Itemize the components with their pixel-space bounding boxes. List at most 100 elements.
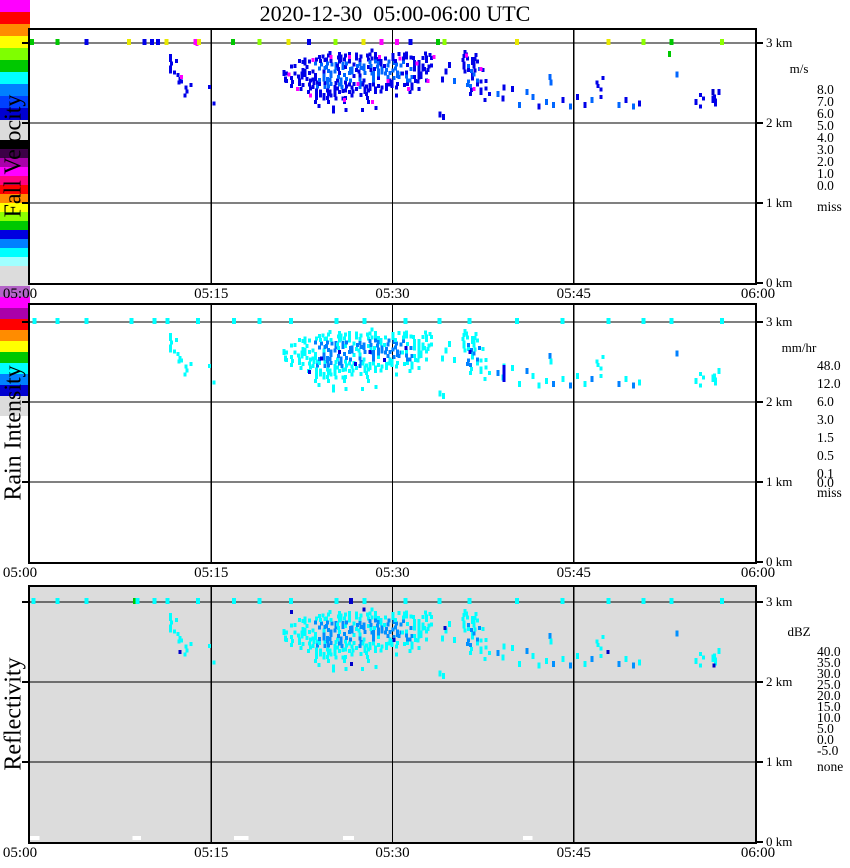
- colorbar-cell: [0, 36, 30, 48]
- colorbar-cell: [0, 185, 30, 194]
- colorbar-cell: [0, 194, 30, 203]
- colorbar-value-label: 6.0: [817, 394, 834, 409]
- colorbar-value-label: 3.0: [817, 412, 834, 427]
- time-tick-label: 05:00: [2, 286, 38, 302]
- colorbar-value-label: 0.0: [817, 732, 834, 747]
- colorbar-cell: [0, 308, 30, 319]
- time-tick-label: 05:30: [375, 565, 410, 581]
- colorbar-cell: [0, 297, 30, 308]
- colorbar-value-label: 1.5: [817, 430, 834, 445]
- colorbar-missing-label: miss: [817, 199, 842, 214]
- height-tick-label: 0 km: [766, 834, 793, 849]
- colorbar-cell: [0, 140, 30, 149]
- plot-area-fall-velocity: [28, 28, 757, 285]
- time-tick-label: 05:30: [375, 845, 410, 861]
- colorbar-missing-label: none: [817, 759, 844, 774]
- colorbar-value-label: 7.0: [817, 94, 834, 109]
- time-tick-label: 05:15: [194, 286, 229, 302]
- right-axis-tick: [756, 561, 763, 563]
- time-tick-label: 06:00: [740, 286, 776, 302]
- colorbar-value-label: 25.0: [817, 677, 841, 692]
- right-axis-tick: [756, 401, 763, 403]
- colorbar-value-label: 8.0: [817, 82, 834, 97]
- colorbar-value-label: 15.0: [817, 699, 841, 714]
- colorbar-cell: [0, 221, 30, 230]
- left-axis-tick: [22, 681, 29, 683]
- colorbar-missing-label: miss: [817, 485, 842, 500]
- fall-velocity-axis-title: Fall Velocity: [0, 94, 27, 218]
- colorbar-unit-label: mm/hr: [781, 340, 817, 355]
- left-axis-tick: [22, 321, 29, 323]
- colorbar-value-label: 3.0: [817, 142, 834, 157]
- left-axis-tick: [22, 202, 29, 204]
- right-axis-tick: [756, 761, 763, 763]
- time-tick-label: 05:15: [194, 845, 229, 861]
- left-axis-tick: [22, 401, 29, 403]
- page-title: 2020-12-30 05:00-06:00 UTC: [259, 1, 531, 26]
- height-tick-label: 3 km: [766, 35, 793, 50]
- time-tick-label: 05:30: [375, 286, 410, 302]
- time-tick-label: 05:45: [556, 565, 591, 581]
- colorbar-value-label: 0.5: [817, 448, 834, 463]
- height-tick-label: 3 km: [766, 594, 793, 609]
- colorbar-value-label: 5.0: [817, 118, 834, 133]
- colorbar-value-label: 0.0: [817, 475, 834, 490]
- reflectivity-axis-title: Reflectivity: [0, 657, 27, 771]
- colorbar-cell: [0, 60, 30, 72]
- colorbar-value-label: 35.0: [817, 655, 841, 670]
- right-axis-tick: [756, 481, 763, 483]
- colorbar-value-label: 40.0: [817, 644, 841, 659]
- height-tick-label: 1 km: [766, 474, 793, 489]
- left-axis-tick: [22, 481, 29, 483]
- plot-area-reflectivity: [28, 585, 757, 844]
- height-tick-label: 2 km: [766, 394, 793, 409]
- right-axis-tick: [756, 681, 763, 683]
- time-tick-label: 05:45: [556, 845, 591, 861]
- colorbar-cell: [0, 24, 30, 36]
- colorbar-value-label: 12.0: [817, 376, 841, 391]
- colorbar-cell: [0, 257, 30, 266]
- right-axis-tick: [756, 122, 763, 124]
- colorbar-cell: [0, 341, 30, 352]
- colorbar-cell: [0, 286, 30, 297]
- right-axis-tick: [756, 282, 763, 284]
- colorbar-missing-cell: [0, 266, 30, 286]
- right-axis-tick: [756, 841, 763, 843]
- colorbar-cell: [0, 203, 30, 212]
- colorbar-value-label: 30.0: [817, 666, 841, 681]
- time-tick-label: 06:00: [740, 845, 776, 861]
- colorbar-unit-label: m/s: [789, 61, 809, 76]
- height-tick-label: 2 km: [766, 674, 793, 689]
- colorbar-missing-cell: [0, 120, 30, 140]
- colorbar-value-label: 48.0: [817, 358, 841, 373]
- colorbar-value-label: 1.0: [817, 166, 834, 181]
- colorbar-cell: [0, 230, 30, 239]
- time-tick-label: 05:15: [194, 565, 229, 581]
- colorbar-cell: [0, 48, 30, 60]
- left-axis-tick: [22, 761, 29, 763]
- right-axis-tick: [756, 202, 763, 204]
- height-tick-label: 0 km: [766, 275, 793, 290]
- left-axis-tick: [22, 601, 29, 603]
- height-tick-label: 1 km: [766, 195, 793, 210]
- time-tick-label: 06:00: [740, 565, 776, 581]
- colorbar-cell: [0, 0, 30, 12]
- left-axis-tick: [22, 42, 29, 44]
- colorbar-cell: [0, 72, 30, 84]
- colorbar-cell: [0, 108, 30, 120]
- colorbar-value-label: 5.0: [817, 721, 834, 736]
- colorbar-cell: [0, 319, 30, 330]
- colorbar-unit-label: dBZ: [787, 624, 811, 639]
- colorbar-value-label: -5.0: [817, 743, 839, 758]
- colorbar-cell: [0, 330, 30, 341]
- time-tick-label: 05:00: [2, 845, 38, 861]
- height-tick-label: 2 km: [766, 115, 793, 130]
- colorbar-cell: [0, 374, 30, 385]
- colorbar-value-label: 20.0: [817, 688, 841, 703]
- colorbar-cell: [0, 96, 30, 108]
- height-tick-label: 0 km: [766, 554, 793, 569]
- height-tick-label: 1 km: [766, 754, 793, 769]
- colorbar-cell: [0, 239, 30, 248]
- plot-area-rain-intensity: [28, 303, 757, 564]
